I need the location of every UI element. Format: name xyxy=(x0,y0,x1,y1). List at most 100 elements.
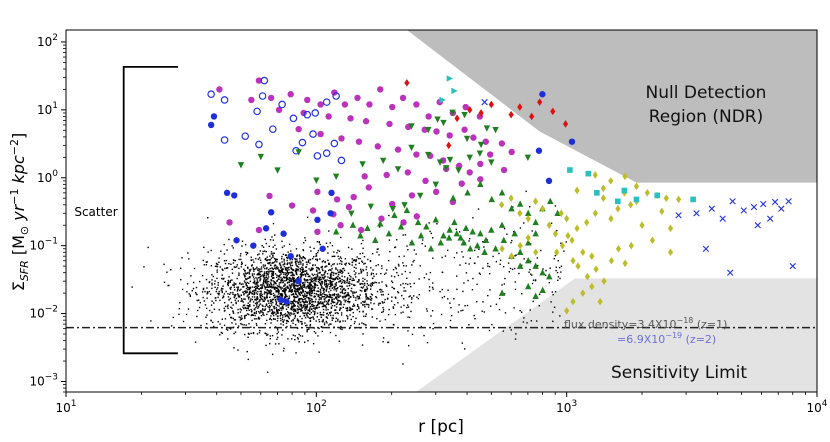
series-0-point-2194 xyxy=(364,323,366,326)
series-0-point-470 xyxy=(266,286,268,288)
series-0-tail-point-84 xyxy=(416,296,418,298)
series-0-point-2388 xyxy=(308,300,310,302)
series-0-point-2392 xyxy=(265,259,268,262)
series-0-point-466 xyxy=(309,319,312,322)
series-0-point-49 xyxy=(256,301,258,304)
series-0-point-1397 xyxy=(256,266,258,269)
series-0-point-2132 xyxy=(213,308,216,311)
series-0-point-1948 xyxy=(341,278,343,281)
series-0-point-483 xyxy=(296,318,299,320)
series-0-point-1021 xyxy=(365,313,367,315)
series-0-point-1898 xyxy=(264,277,267,279)
series-1-point-40 xyxy=(413,151,420,158)
series-4-point-25 xyxy=(466,154,473,162)
series-0-point-113 xyxy=(371,294,374,296)
series-0-point-2364 xyxy=(299,258,301,260)
series-0-point-1434 xyxy=(338,300,340,302)
series-0-point-932 xyxy=(307,260,310,263)
series-0-point-1607 xyxy=(271,299,273,301)
series-3-point-2 xyxy=(223,189,231,197)
series-1-point-46 xyxy=(487,151,494,158)
series-0-tail-point-14 xyxy=(428,222,430,224)
series-0-point-1759 xyxy=(219,334,221,336)
series-3-point-16 xyxy=(328,189,335,197)
series-0-point-1677 xyxy=(315,278,318,280)
series-0-point-2428 xyxy=(255,281,258,284)
series-0-point-1790 xyxy=(280,268,283,271)
series-0-point-2237 xyxy=(277,336,279,339)
series-0-point-568 xyxy=(280,279,283,281)
series-0-point-1835 xyxy=(298,284,301,286)
series-2-point-14 xyxy=(255,140,263,149)
series-0-point-1172 xyxy=(235,301,237,304)
series-0-point-1413 xyxy=(243,304,246,306)
series-0-point-707 xyxy=(234,260,237,262)
series-1-point-72 xyxy=(226,219,233,226)
series-0-point-1337 xyxy=(353,279,355,281)
series-0-point-1321 xyxy=(358,297,361,300)
series-0-point-2191 xyxy=(310,281,312,283)
series-0-point-1643 xyxy=(238,274,240,276)
series-0-point-11 xyxy=(318,276,320,278)
series-0-point-1208 xyxy=(291,261,293,263)
series-0-point-497 xyxy=(220,331,223,334)
series-0-point-556 xyxy=(261,293,263,296)
series-2-point-4 xyxy=(278,100,286,109)
series-0-point-823 xyxy=(339,307,342,309)
series-6-point-33 xyxy=(615,244,622,253)
series-0-point-1695 xyxy=(299,287,301,289)
series-0-point-1202 xyxy=(353,322,356,325)
series-0-point-714 xyxy=(210,319,212,322)
series-0-tail-point-274 xyxy=(402,282,404,285)
series-0-point-1400 xyxy=(317,295,319,298)
series-0-point-763 xyxy=(347,298,350,300)
series-0-point-1476 xyxy=(248,304,250,307)
series-0-tail-point-237 xyxy=(413,259,415,262)
series-0-point-1184 xyxy=(206,314,208,316)
series-0-point-1792 xyxy=(222,288,224,290)
series-0-point-2095 xyxy=(288,297,290,300)
series-0-point-1922 xyxy=(265,271,268,273)
series-0-point-1360 xyxy=(313,286,316,288)
series-0-point-901 xyxy=(295,268,297,270)
series-0-point-2052 xyxy=(306,304,308,306)
series-0-tail-point-13 xyxy=(428,290,431,292)
series-0-point-1712 xyxy=(248,296,250,299)
series-0-point-1804 xyxy=(147,246,149,249)
series-0-point-1210 xyxy=(300,274,303,276)
series-0-point-1183 xyxy=(376,317,378,320)
series-0-point-1874 xyxy=(291,288,294,291)
series-0-point-1882 xyxy=(276,261,278,263)
series-0-tail-point-292 xyxy=(498,252,500,255)
series-0-point-2548 xyxy=(316,276,319,278)
series-0-point-2420 xyxy=(261,309,264,311)
series-6-point-15 xyxy=(608,214,614,223)
series-0-point-1651 xyxy=(272,286,274,288)
series-0-point-468 xyxy=(338,250,341,252)
series-0-point-786 xyxy=(370,267,372,269)
series-0-point-2568 xyxy=(290,307,293,309)
series-0-tail-point-229 xyxy=(394,246,397,248)
series-6-point-55 xyxy=(600,184,606,193)
series-0-point-1799 xyxy=(224,262,227,265)
series-0-point-1554 xyxy=(262,312,265,314)
series-0-point-496 xyxy=(261,311,263,313)
series-0-point-2570 xyxy=(166,271,168,273)
series-0-point-195 xyxy=(304,273,306,275)
series-0-point-1151 xyxy=(263,296,266,298)
series-0-point-2297 xyxy=(285,276,288,278)
series-0-point-331 xyxy=(273,307,276,309)
series-0-point-432 xyxy=(332,274,335,276)
series-0-point-353 xyxy=(323,281,326,283)
series-0-point-1322 xyxy=(417,297,420,300)
series-0-point-1263 xyxy=(311,257,314,260)
series-0-point-701 xyxy=(291,290,294,293)
series-0-point-1158 xyxy=(318,282,321,284)
series-0-point-740 xyxy=(309,269,312,272)
series-0-tail-point-276 xyxy=(362,286,365,288)
series-0-tail-point-293 xyxy=(391,286,393,289)
series-0-point-2354 xyxy=(268,302,270,304)
series-0-point-1666 xyxy=(366,287,369,290)
series-0-tail-point-47 xyxy=(513,267,516,270)
series-0-point-1780 xyxy=(276,266,278,268)
